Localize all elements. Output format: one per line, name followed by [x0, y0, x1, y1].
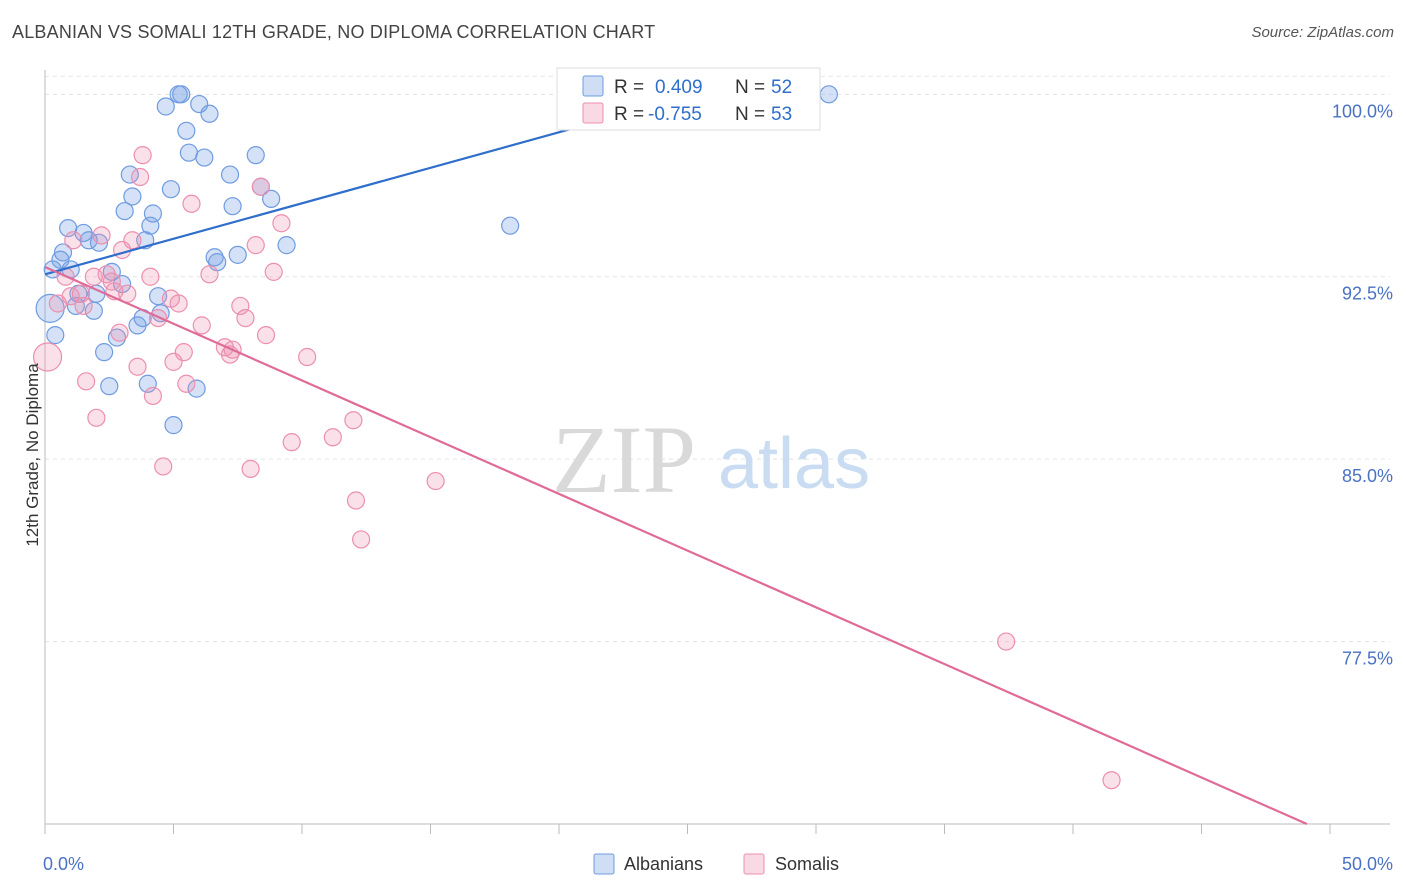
- x-tick-label-0: 0.0%: [43, 854, 84, 874]
- legend-label-albanians: Albanians: [624, 854, 703, 874]
- albanians-point-14: [95, 343, 114, 362]
- albanians-point-40: [200, 104, 219, 123]
- somalis-point-36: [236, 308, 255, 328]
- somalis-point-51: [1102, 771, 1121, 790]
- somalis-point-50: [997, 632, 1016, 651]
- somalis-point-23: [154, 457, 173, 476]
- somalis-point-38: [246, 236, 265, 255]
- somalis-point-30: [192, 316, 211, 335]
- chart-title: ALBANIAN VS SOMALI 12TH GRADE, NO DIPLOM…: [12, 22, 656, 42]
- albanians-point-17: [107, 328, 127, 347]
- somalis-point-16: [123, 231, 142, 250]
- albanians-point-50: [501, 216, 520, 235]
- watermark: ZIP atlas: [552, 406, 870, 513]
- legend-n-value-albanians: 52: [771, 77, 792, 98]
- somalis-point-27: [174, 343, 193, 362]
- somalis-point-46: [344, 411, 363, 430]
- x-tick-label-1: 50.0%: [1342, 854, 1393, 874]
- somalis-point-45: [323, 428, 342, 447]
- albanians-point-41: [205, 248, 224, 267]
- somalis-point-48: [352, 530, 371, 549]
- legend-n-value-somalis: 53: [771, 104, 792, 125]
- somalis-point-4: [64, 231, 83, 250]
- y-axis-label: 12th Grade, No Diploma: [23, 363, 42, 547]
- albanians-point-39: [195, 148, 214, 167]
- albanians-point-44: [223, 197, 242, 216]
- somalis-point-8: [87, 408, 106, 427]
- legend-label-somalis: Somalis: [775, 854, 839, 874]
- albanians-point-15: [100, 377, 119, 396]
- somalis-point-42: [272, 214, 291, 233]
- somalis-point-0: [32, 342, 63, 372]
- legend-n-label-albanians: N =: [735, 77, 765, 98]
- watermark-atlas: atlas: [718, 424, 870, 504]
- albanians-point-48: [262, 189, 281, 209]
- watermark-zip: ZIP: [552, 406, 696, 513]
- albanians-point-13: [89, 233, 109, 252]
- somalis-point-28: [177, 374, 196, 393]
- somalis-point-19: [133, 146, 152, 165]
- y-tick-label-0: 77.5%: [1342, 649, 1393, 669]
- y-tick-label-1: 85.0%: [1342, 466, 1393, 486]
- legend-r-label-albanians: R =: [614, 77, 644, 98]
- somalis-point-9: [92, 226, 111, 245]
- albanians-point-51: [819, 85, 838, 104]
- series-legend: Albanians Somalis: [593, 853, 839, 875]
- somalis-point-40: [256, 326, 276, 345]
- legend-swatch-somalis: [582, 102, 604, 124]
- somalis-point-37: [241, 459, 260, 478]
- albanians-point-4: [53, 243, 73, 262]
- y-tick-labels: 77.5% 85.0% 92.5% 100.0%: [1332, 101, 1393, 668]
- somalis-point-49: [426, 471, 445, 491]
- somalis-point-43: [282, 433, 301, 452]
- somalis-point-21: [143, 386, 163, 406]
- source-credit: Source: ZipAtlas.com: [1251, 24, 1394, 41]
- somalis-point-39: [251, 177, 270, 196]
- x-tick-labels: 0.0% 50.0%: [43, 854, 1393, 874]
- somalis-point-47: [346, 491, 366, 510]
- albanians-point-34: [172, 85, 191, 104]
- albanians-point-49: [277, 236, 296, 255]
- legend-swatch-albanians-bottom: [593, 853, 615, 875]
- somalis-point-6: [77, 372, 96, 391]
- gridlines: [45, 75, 1390, 643]
- legend-n-label-somalis: N =: [735, 104, 765, 125]
- legend-swatch-albanians: [582, 75, 604, 97]
- somalis-point-52: [74, 296, 93, 316]
- somalis-point-13: [110, 323, 129, 342]
- axes: [44, 70, 1390, 834]
- albanians-point-43: [220, 165, 240, 184]
- somalis-point-29: [182, 194, 201, 213]
- albanians-point-30: [156, 97, 175, 116]
- albanians-point-35: [177, 121, 196, 140]
- albanians-point-27: [143, 204, 163, 223]
- legend-r-label-somalis: R =: [614, 104, 644, 125]
- somalis-point-26: [169, 294, 188, 313]
- legend-swatch-somalis-bottom: [743, 853, 765, 875]
- y-tick-label-2: 92.5%: [1342, 284, 1393, 304]
- albanians-point-1: [46, 326, 65, 345]
- albanians-point-36: [179, 143, 199, 162]
- somalis-point-31: [200, 265, 219, 284]
- somalis-point-20: [141, 267, 160, 286]
- legend-r-value-albanians: 0.409: [655, 77, 703, 98]
- albanians-point-37: [187, 379, 206, 398]
- albanians-point-45: [228, 245, 247, 264]
- y-tick-label-3: 100.0%: [1332, 101, 1393, 121]
- somalis-point-17: [128, 357, 147, 376]
- somalis-point-44: [298, 347, 317, 367]
- albanians-point-19: [115, 201, 134, 221]
- legend-box: [556, 67, 821, 131]
- albanians-point-32: [164, 416, 183, 435]
- correlation-legend: R = 0.409 N = 52 R = -0.755 N = 53: [556, 67, 821, 131]
- somalis-point-41: [264, 262, 283, 281]
- albanians-point-46: [246, 146, 265, 165]
- albanians-point-21: [123, 187, 142, 206]
- legend-r-value-somalis: -0.755: [648, 104, 702, 125]
- somalis-trend-line: [44, 266, 1308, 826]
- albanians-point-31: [161, 180, 181, 199]
- somalis-point-18: [130, 167, 150, 187]
